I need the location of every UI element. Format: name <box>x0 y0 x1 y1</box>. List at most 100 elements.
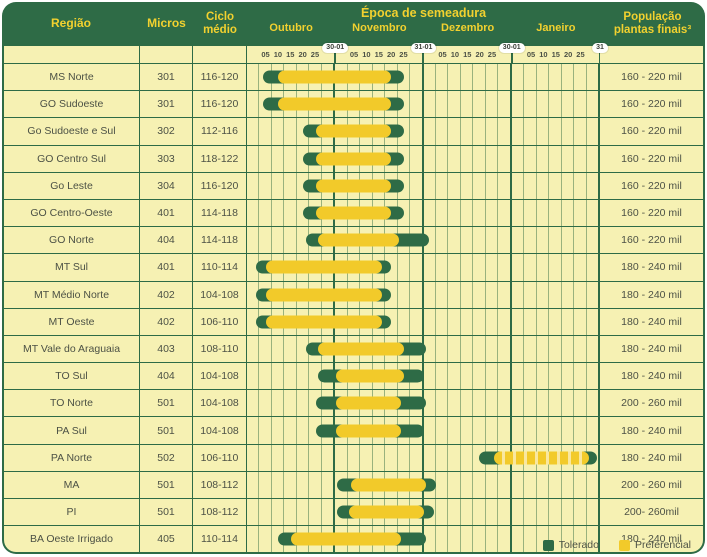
day-cell <box>473 199 486 227</box>
day-cell <box>587 336 598 362</box>
day-cell <box>524 417 537 444</box>
day-tick: 10 <box>539 50 548 59</box>
ciclo-cell: 118-122 <box>193 145 247 172</box>
day-cell <box>574 64 587 91</box>
day-cell <box>448 417 461 444</box>
day-cell <box>247 526 260 553</box>
day-cell <box>574 471 587 498</box>
day-cell <box>574 172 587 199</box>
day-cell <box>574 227 587 254</box>
day-cell <box>398 308 411 335</box>
region-cell: GO Sudoeste <box>4 91 140 118</box>
day-cell <box>398 254 411 281</box>
ciclo-cell: 108-112 <box>193 471 247 498</box>
day-cell <box>259 172 272 199</box>
day-cell <box>247 199 260 227</box>
day-cell <box>272 227 285 254</box>
day-cell <box>436 417 449 444</box>
day-cell <box>297 417 310 444</box>
preferencial-bar <box>265 315 383 329</box>
month-column <box>424 118 512 145</box>
day-cell <box>486 227 499 254</box>
day-cell <box>284 118 297 145</box>
preferencial-bar <box>315 152 392 166</box>
day-cell <box>436 526 449 553</box>
month-column <box>512 417 598 444</box>
month-ticks: 05 10 15 20 25 <box>513 46 600 63</box>
day-cell <box>284 145 297 172</box>
day-cell <box>562 526 575 553</box>
day-cell <box>461 471 474 498</box>
day-tick: 20 <box>563 50 573 59</box>
populacao-cell: 180 - 240 mil <box>621 261 682 274</box>
day-cell <box>537 172 550 199</box>
day-cell <box>587 417 598 443</box>
day-cell <box>473 64 486 91</box>
day-cell <box>549 390 562 417</box>
micros-cell: 404 <box>140 363 193 390</box>
day-cell <box>247 172 260 199</box>
day-cell <box>473 172 486 199</box>
day-cell <box>473 254 486 281</box>
day-cell <box>272 199 285 227</box>
day-cell <box>247 64 260 91</box>
day-cell <box>498 200 509 226</box>
day-cell <box>461 64 474 91</box>
day-cell <box>498 309 509 335</box>
day-cell <box>537 363 550 390</box>
day-cell <box>309 499 322 526</box>
day-cell <box>461 526 474 553</box>
day-tick <box>247 46 259 63</box>
day-cell <box>259 199 272 227</box>
day-cell <box>498 64 509 90</box>
day-cell <box>272 145 285 172</box>
month-column <box>424 91 512 118</box>
legend-tolerado-label: Tolerado <box>558 539 599 551</box>
day-cell <box>436 363 449 390</box>
day-cell <box>360 444 373 471</box>
day-cell <box>461 499 474 526</box>
month-column <box>512 227 598 254</box>
day-cell <box>410 254 421 280</box>
gantt-cell <box>247 335 600 363</box>
gantt-cell <box>247 390 600 417</box>
day-cell <box>448 118 461 145</box>
region-cell: GO Centro Sul <box>4 145 140 172</box>
day-cell <box>562 308 575 335</box>
preferencial-bar <box>318 342 404 356</box>
day-cell <box>272 335 285 363</box>
day-cell <box>524 499 537 526</box>
preferencial-bar <box>265 288 383 302</box>
month-column <box>512 91 598 118</box>
day-cell <box>259 417 272 444</box>
preferencial-bar <box>278 70 392 84</box>
gantt-cell <box>247 172 600 199</box>
day-cell <box>410 173 421 199</box>
day-cell <box>537 526 550 553</box>
day-cell <box>461 118 474 145</box>
micros-cell: 501 <box>140 417 193 444</box>
day-tick: 10 <box>273 50 283 59</box>
day-cell <box>272 363 285 390</box>
month-labels: Outubro Novembro Dezembro Janeiro <box>247 22 600 34</box>
day-cell <box>549 363 562 390</box>
legend-item-tolerado: Tolerado <box>542 539 599 551</box>
day-cell <box>549 64 562 91</box>
day-cell <box>498 472 509 498</box>
day-cell <box>385 308 398 335</box>
day-cell <box>498 118 509 144</box>
day-cell <box>512 91 525 118</box>
day-tick: 15 <box>286 50 295 59</box>
day-cell <box>512 363 525 390</box>
region-cell: MA <box>4 471 140 498</box>
day-cell <box>247 471 260 498</box>
day-cell <box>562 145 575 172</box>
month-gridlines <box>247 172 598 199</box>
day-cell <box>424 308 436 335</box>
day-cell <box>587 254 598 280</box>
region-cell: MT Vale do Araguaia <box>4 335 140 363</box>
day-cell <box>486 471 499 498</box>
month-column <box>512 335 598 363</box>
day-cell <box>424 335 436 363</box>
